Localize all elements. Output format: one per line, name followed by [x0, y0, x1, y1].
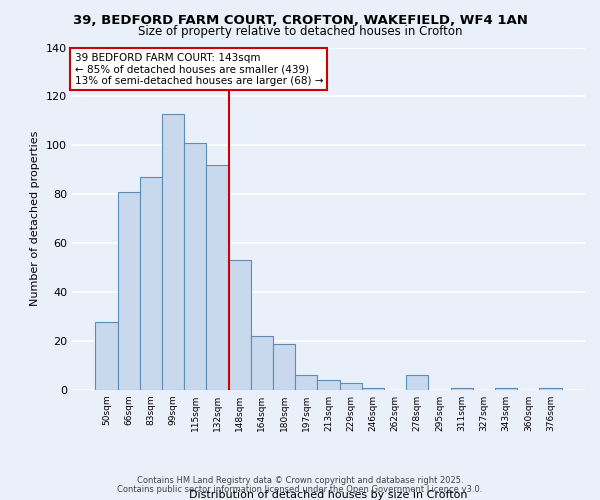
Bar	[273, 344, 295, 390]
Bar	[539, 388, 562, 390]
Bar	[317, 380, 340, 390]
Bar	[206, 165, 229, 390]
Bar	[140, 177, 162, 390]
Bar	[251, 336, 273, 390]
Text: Size of property relative to detached houses in Crofton: Size of property relative to detached ho…	[138, 25, 462, 38]
Y-axis label: Number of detached properties: Number of detached properties	[31, 131, 40, 306]
Bar	[406, 376, 428, 390]
Bar	[184, 143, 206, 390]
Text: 39, BEDFORD FARM COURT, CROFTON, WAKEFIELD, WF4 1AN: 39, BEDFORD FARM COURT, CROFTON, WAKEFIE…	[73, 14, 527, 27]
Bar	[451, 388, 473, 390]
Bar	[295, 376, 317, 390]
Text: 39 BEDFORD FARM COURT: 143sqm
← 85% of detached houses are smaller (439)
13% of : 39 BEDFORD FARM COURT: 143sqm ← 85% of d…	[74, 52, 323, 86]
Bar	[495, 388, 517, 390]
X-axis label: Distribution of detached houses by size in Crofton: Distribution of detached houses by size …	[189, 490, 468, 500]
Bar	[229, 260, 251, 390]
Bar	[362, 388, 384, 390]
Bar	[162, 114, 184, 390]
Bar	[118, 192, 140, 390]
Text: Contains public sector information licensed under the Open Government Licence v3: Contains public sector information licen…	[118, 485, 482, 494]
Bar	[95, 322, 118, 390]
Bar	[340, 382, 362, 390]
Text: Contains HM Land Registry data © Crown copyright and database right 2025.: Contains HM Land Registry data © Crown c…	[137, 476, 463, 485]
